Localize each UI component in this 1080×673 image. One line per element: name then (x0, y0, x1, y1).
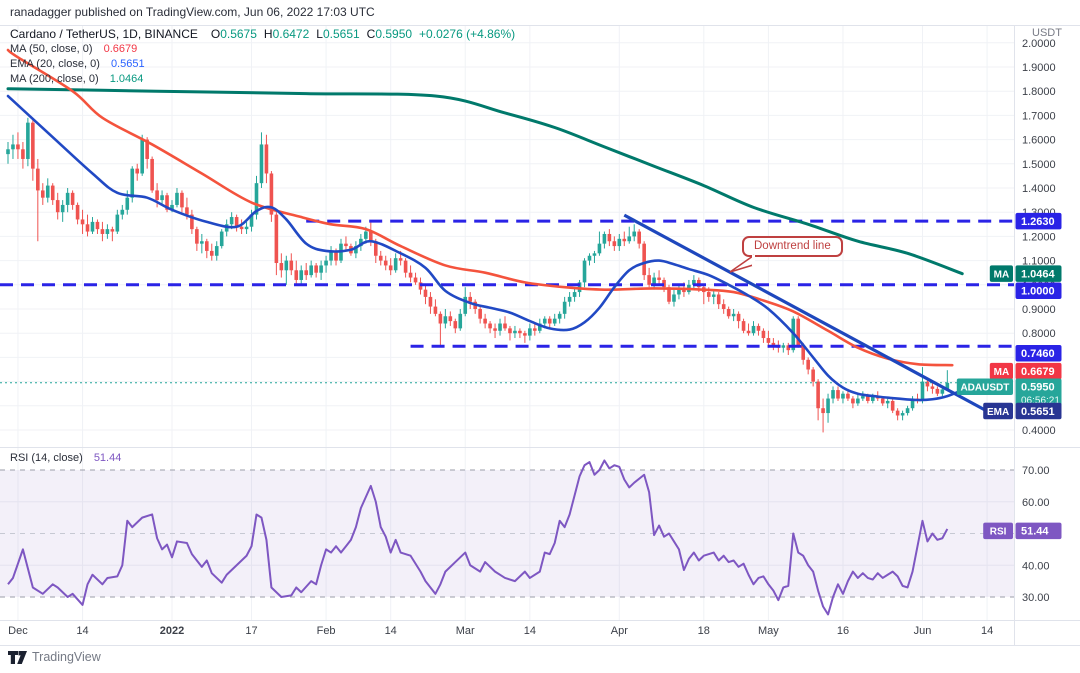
svg-text:0.5950: 0.5950 (1021, 382, 1055, 394)
horizontal-level-lines[interactable] (0, 219, 1014, 348)
ma200-badge: MA 1.0464 (989, 265, 1062, 282)
pane-separators (0, 25, 1080, 646)
legend-row-symbol: Cardano / TetherUS, 1D, BINANCE O0.5675 H0… (10, 27, 515, 41)
svg-text:2022: 2022 (160, 625, 184, 637)
svg-text:1.2000: 1.2000 (1022, 231, 1056, 243)
svg-text:40.00: 40.00 (1022, 560, 1050, 572)
svg-text:51.44: 51.44 (1021, 526, 1049, 538)
svg-text:14: 14 (981, 625, 993, 637)
tradingview-logo-text: TradingView (32, 650, 101, 664)
ema20-badge: EMA 0.5651 (983, 402, 1062, 420)
svg-text:14: 14 (524, 625, 536, 637)
published-bar: ranadagger published on TradingView.com,… (0, 0, 1080, 24)
svg-text:0.4000: 0.4000 (1022, 425, 1056, 437)
svg-text:0.6679: 0.6679 (1021, 366, 1055, 378)
rsi-value: 51.44 (93, 452, 122, 464)
tradingview-logo[interactable]: TradingView (8, 650, 101, 664)
svg-text:2.0000: 2.0000 (1022, 38, 1056, 50)
indicator-row-ema20[interactable]: EMA (20, close, 0) 0.5651 (10, 58, 145, 70)
ohlc-values: O0.5675 H0.6472 L0.5651 C0.5950 (210, 27, 413, 41)
svg-text:17: 17 (245, 625, 257, 637)
svg-text:30.00: 30.00 (1022, 592, 1050, 604)
price-level-badge-0-7460: 0.7460 (1015, 345, 1062, 362)
svg-text:Feb: Feb (317, 625, 336, 637)
rsi-legend[interactable]: RSI (14, close) 51.44 (10, 452, 122, 464)
ma50-value: 0.6679 (103, 43, 138, 55)
downtrend-callout[interactable]: Downtrend line (729, 236, 843, 273)
published-text: ranadagger published on TradingView.com,… (10, 5, 375, 19)
svg-text:May: May (758, 625, 779, 637)
svg-text:1.0000: 1.0000 (1021, 286, 1055, 298)
downtrend-line[interactable] (623, 213, 988, 413)
svg-text:18: 18 (698, 625, 710, 637)
symbol-legend: Cardano / TetherUS, 1D, BINANCE O0.5675 H0… (10, 27, 515, 86)
svg-text:USDT: USDT (1032, 27, 1062, 39)
symbol-title[interactable]: Cardano / TetherUS, 1D, BINANCE (10, 27, 198, 41)
price-level-badge-1-0000: 1.0000 (1015, 282, 1062, 300)
svg-text:0.7460: 0.7460 (1021, 348, 1055, 360)
svg-text:Jun: Jun (914, 625, 932, 637)
svg-text:0.9000: 0.9000 (1022, 304, 1056, 316)
svg-text:0.5651: 0.5651 (1021, 406, 1055, 418)
svg-text:1.7000: 1.7000 (1022, 110, 1056, 122)
indicator-row-ma50[interactable]: MA (50, close, 0) 0.6679 (10, 43, 138, 55)
svg-text:06:56:21: 06:56:21 (1021, 395, 1060, 406)
callout-tail-icon (729, 254, 755, 273)
change-value: +0.0276 (+4.86%) (419, 27, 516, 41)
ma200-line (6, 87, 964, 276)
ma200-value: 1.0464 (109, 73, 144, 85)
svg-text:70.00: 70.00 (1022, 465, 1050, 477)
svg-text:Apr: Apr (611, 625, 628, 637)
svg-text:ADAUSDT: ADAUSDT (960, 383, 1009, 394)
ema20-value: 0.5651 (110, 58, 145, 70)
ma50-badge: MA 0.6679 (989, 362, 1062, 380)
svg-text:EMA: EMA (987, 407, 1009, 418)
svg-text:MA: MA (994, 269, 1010, 280)
svg-text:1.5000: 1.5000 (1022, 159, 1056, 171)
ema20-line (6, 94, 964, 402)
svg-text:RSI: RSI (990, 527, 1007, 538)
ma50-line (6, 48, 954, 367)
candlestick-layer[interactable] (6, 117, 950, 433)
time-axis[interactable]: Dec 14 2022 17 Feb 14 Mar 14 Apr 18 May 16 Jun 14 (8, 625, 993, 637)
rsi-badge: RSI 51.44 (983, 522, 1062, 540)
svg-text:1.4000: 1.4000 (1022, 183, 1056, 195)
svg-text:1.8000: 1.8000 (1022, 86, 1056, 98)
svg-text:1.9000: 1.9000 (1022, 62, 1056, 74)
svg-text:14: 14 (76, 625, 88, 637)
svg-text:1.0464: 1.0464 (1021, 268, 1056, 280)
svg-text:1.2630: 1.2630 (1021, 216, 1055, 228)
svg-text:0.8000: 0.8000 (1022, 328, 1056, 340)
svg-text:MA: MA (994, 367, 1010, 378)
svg-text:60.00: 60.00 (1022, 497, 1050, 509)
rsi-line (7, 459, 949, 616)
svg-text:1.6000: 1.6000 (1022, 135, 1056, 147)
svg-text:Mar: Mar (456, 625, 475, 637)
rsi-band (0, 469, 1014, 598)
svg-text:14: 14 (385, 625, 397, 637)
indicator-row-ma200[interactable]: MA (200, close, 0) 1.0464 (10, 73, 144, 85)
price-level-badge-1-2630: 1.2630 (1015, 212, 1062, 230)
svg-text:16: 16 (837, 625, 849, 637)
svg-text:Dec: Dec (8, 625, 28, 637)
tradingview-logo-icon (8, 650, 27, 664)
svg-text:1.1000: 1.1000 (1022, 256, 1056, 268)
